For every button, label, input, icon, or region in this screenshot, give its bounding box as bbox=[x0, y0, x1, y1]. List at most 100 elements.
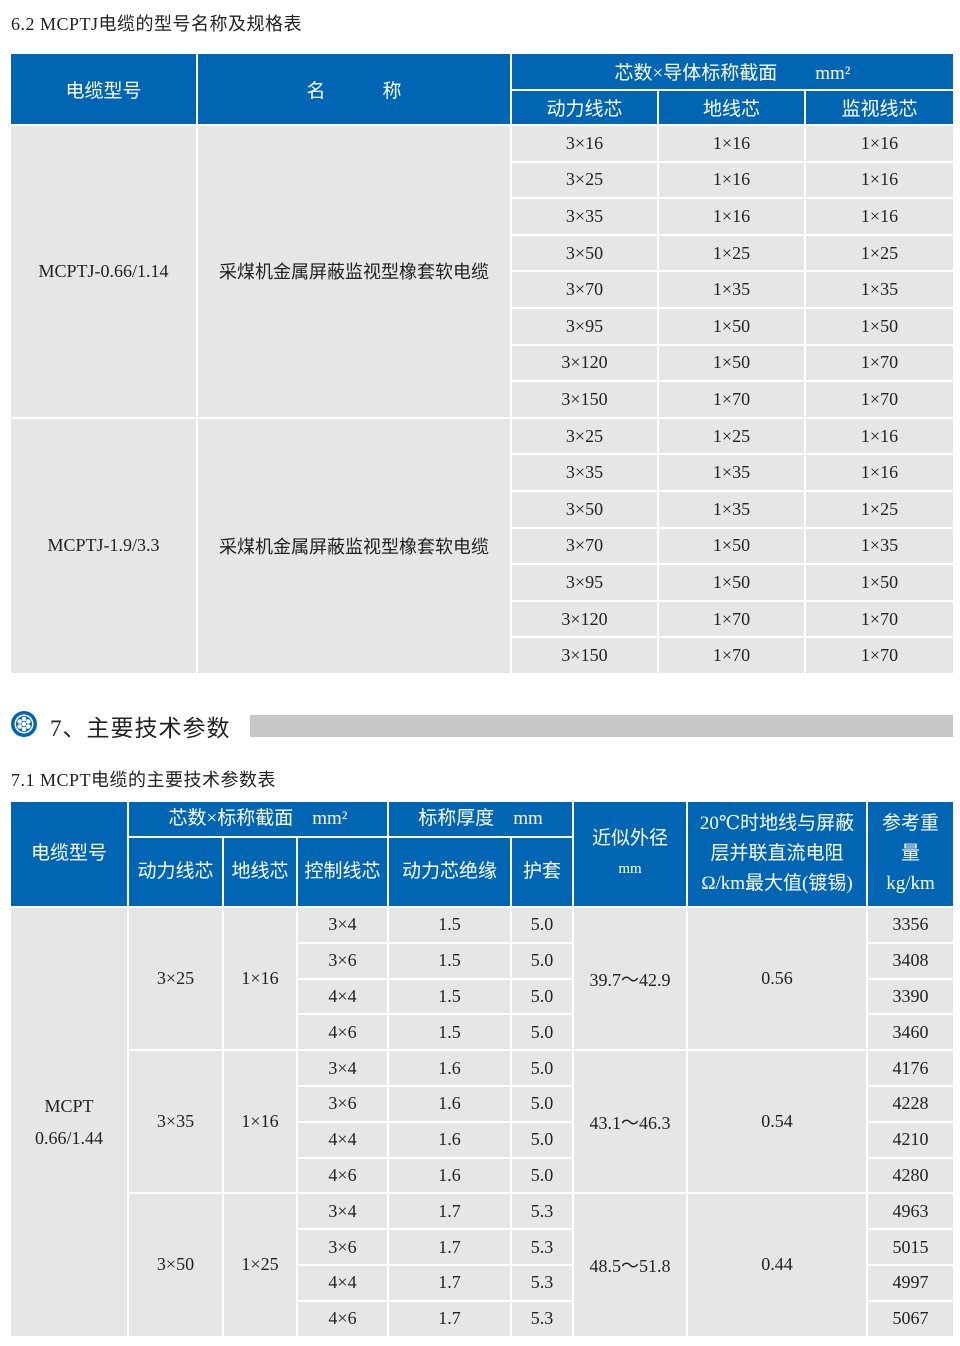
ground-core-cell: 1×25 bbox=[222, 1192, 298, 1338]
monitor-core-cell: 1×16 bbox=[804, 160, 955, 200]
power-core-cell: 3×50 bbox=[510, 489, 659, 529]
table-row: 4×6 1.5 5.0 3460 bbox=[10, 1013, 955, 1052]
header-monitor-core: 监视线芯 bbox=[804, 89, 955, 126]
ground-core-cell: 1×16 bbox=[657, 160, 806, 200]
power-core-cell: 3×50 bbox=[127, 1192, 224, 1338]
table-row: 3×70 1×35 1×35 bbox=[10, 270, 955, 309]
ground-core-cell: 1×35 bbox=[657, 270, 806, 309]
table-row: 3×95 1×50 1×50 bbox=[10, 563, 955, 602]
sheath-cell: 5.0 bbox=[510, 1084, 574, 1123]
power-core-cell: 3×70 bbox=[510, 270, 659, 309]
control-core-cell: 3×6 bbox=[296, 1228, 389, 1266]
diameter-cell: 43.1～46.3 bbox=[572, 1049, 688, 1195]
power-core-cell: 3×25 bbox=[510, 416, 659, 456]
header-power-core: 动力线芯 bbox=[127, 836, 224, 908]
insulation-cell: 1.6 bbox=[387, 1120, 512, 1159]
control-core-cell: 3×6 bbox=[296, 941, 389, 980]
table-row: 4×6 1.6 5.0 4280 bbox=[10, 1156, 955, 1195]
table-row: MCPTJ-1.9/3.3 采煤机金属屏蔽监视型橡套软电缆 3×25 1×25 1×16 bbox=[9, 416, 955, 675]
diameter-cell: 39.7～42.9 bbox=[572, 905, 688, 1052]
power-core-cell: 3×35 bbox=[510, 197, 659, 236]
table-row: 3×35 1×16 1×16 bbox=[10, 197, 955, 236]
power-core-cell: 3×50 bbox=[510, 233, 659, 273]
name-cell: 采煤机金属屏蔽监视型橡套软电缆 bbox=[196, 124, 512, 419]
table-row: 3×6 1.6 5.0 4228 bbox=[10, 1084, 955, 1123]
insulation-cell: 1.7 bbox=[387, 1228, 512, 1266]
header-model: 电缆型号 bbox=[9, 800, 129, 908]
weight-cell: 3460 bbox=[866, 1013, 955, 1052]
sheath-cell: 5.0 bbox=[510, 1013, 574, 1052]
monitor-core-cell: 1×16 bbox=[804, 197, 955, 236]
control-core-cell: 3×4 bbox=[296, 1049, 389, 1087]
insulation-cell: 1.6 bbox=[387, 1156, 512, 1195]
header-diameter: 近似外径 mm bbox=[572, 800, 688, 908]
sheath-cell: 5.0 bbox=[510, 941, 574, 980]
header-diameter-unit: mm bbox=[618, 861, 642, 877]
table-row: 3×50 1×35 1×25 bbox=[10, 489, 955, 529]
weight-cell: 3356 bbox=[866, 906, 955, 944]
insulation-cell: 1.5 bbox=[387, 906, 512, 944]
insulation-cell: 1.7 bbox=[387, 1263, 512, 1302]
model-line: MCPT bbox=[44, 1095, 94, 1116]
header-ground-core: 地线芯 bbox=[657, 89, 806, 126]
header-control-core: 控制线芯 bbox=[296, 836, 389, 908]
table-row: 3×120 1×50 1×70 bbox=[10, 343, 955, 383]
power-core-cell: 3×25 bbox=[127, 905, 224, 1052]
sheath-cell: 5.0 bbox=[510, 1049, 574, 1087]
header-name: 名 称 bbox=[196, 52, 512, 126]
insulation-cell: 1.6 bbox=[387, 1049, 512, 1087]
monitor-core-cell: 1×16 bbox=[804, 453, 955, 492]
control-core-cell: 3×4 bbox=[296, 906, 389, 944]
table-row: MCPTJ-0.66/1.14 采煤机金属屏蔽监视型橡套软电缆 3×16 1×16 1×… bbox=[9, 124, 955, 419]
monitor-core-cell: 1×70 bbox=[804, 599, 955, 639]
table-row: 3×70 1×50 1×35 bbox=[10, 526, 955, 566]
table-row: 3×35 1×16 3×4 1.6 5.0 43.1～46.3 0.54 4176 bbox=[10, 1049, 955, 1195]
power-core-cell: 3×35 bbox=[127, 1049, 224, 1195]
insulation-cell: 1.5 bbox=[387, 941, 512, 980]
table-row: 3×150 1×70 1×70 bbox=[10, 380, 955, 419]
control-core-cell: 4×6 bbox=[296, 1013, 389, 1052]
control-core-cell: 3×6 bbox=[296, 1084, 389, 1123]
monitor-core-cell: 1×25 bbox=[804, 489, 955, 529]
name-cell: 采煤机金属屏蔽监视型橡套软电缆 bbox=[196, 416, 512, 675]
weight-cell: 4280 bbox=[866, 1156, 955, 1195]
model-cell: MCPTJ-0.66/1.14 bbox=[9, 124, 198, 419]
insulation-cell: 1.5 bbox=[387, 1013, 512, 1052]
power-core-cell: 3×25 bbox=[510, 160, 659, 200]
weight-cell: 4210 bbox=[866, 1120, 955, 1159]
sheath-cell: 5.0 bbox=[510, 906, 574, 944]
control-core-cell: 3×4 bbox=[296, 1192, 389, 1231]
weight-cell: 3390 bbox=[866, 977, 955, 1016]
insulation-cell: 1.7 bbox=[387, 1299, 512, 1338]
power-core-cell: 3×95 bbox=[510, 306, 659, 346]
power-core-cell: 3×150 bbox=[510, 380, 659, 419]
section-heading: 7、主要技术参数 bbox=[10, 710, 231, 742]
ground-core-cell: 1×16 bbox=[657, 197, 806, 236]
model-cell: MCPT 0.66/1.44 bbox=[9, 906, 129, 1338]
sheath-cell: 5.0 bbox=[510, 1156, 574, 1195]
table-row: 3×95 1×50 1×50 bbox=[10, 306, 955, 346]
power-core-cell: 3×70 bbox=[510, 526, 659, 566]
table2-title: 7.1 MCPT电缆的主要技术参数表 bbox=[11, 770, 277, 790]
weight-cell: 5015 bbox=[866, 1228, 955, 1266]
table-row: 3×25 1×16 1×16 bbox=[10, 160, 955, 200]
table-row: 3×150 1×70 1×70 bbox=[10, 636, 955, 675]
weight-cell: 4997 bbox=[866, 1263, 955, 1302]
sheath-cell: 5.3 bbox=[510, 1299, 574, 1338]
weight-cell: 4228 bbox=[866, 1084, 955, 1123]
table-row: 4×4 1.6 5.0 4210 bbox=[10, 1120, 955, 1159]
ground-core-cell: 1×35 bbox=[657, 489, 806, 529]
monitor-core-cell: 1×70 bbox=[804, 380, 955, 419]
monitor-core-cell: 1×25 bbox=[804, 233, 955, 273]
monitor-core-cell: 1×50 bbox=[804, 563, 955, 602]
monitor-core-cell: 1×70 bbox=[804, 343, 955, 383]
control-core-cell: 4×4 bbox=[296, 1120, 389, 1159]
ground-core-cell: 1×25 bbox=[657, 416, 806, 456]
table-row: 3×50 1×25 1×25 bbox=[10, 233, 955, 273]
resistance-cell: 0.54 bbox=[686, 1049, 868, 1195]
header-weight: 参考重量kg/km bbox=[866, 800, 955, 908]
insulation-cell: 1.6 bbox=[387, 1084, 512, 1123]
section-divider-bar bbox=[250, 715, 953, 737]
model-line: 0.66/1.44 bbox=[34, 1127, 103, 1148]
monitor-core-cell: 1×70 bbox=[804, 636, 955, 675]
